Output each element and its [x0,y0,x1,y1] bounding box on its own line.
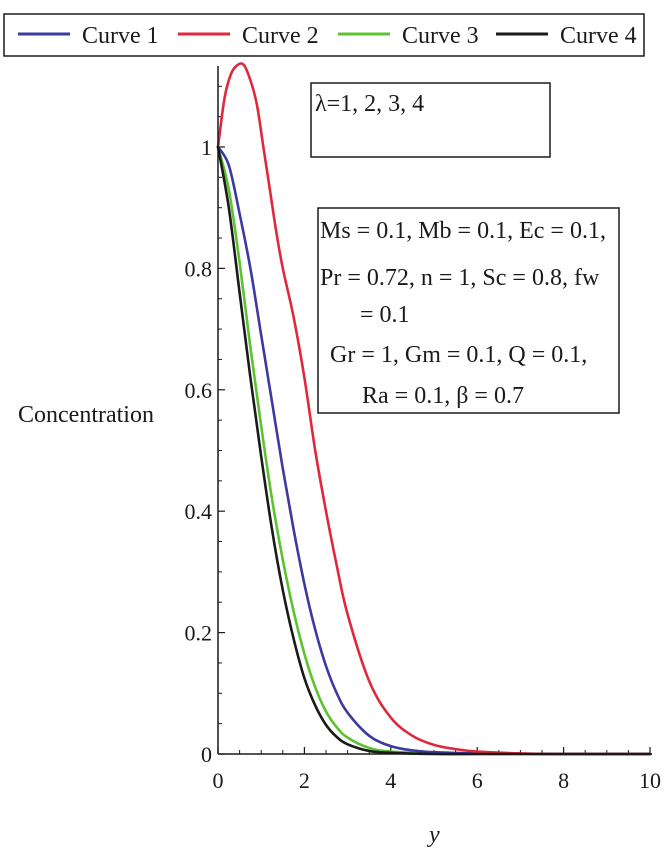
y-axis-title: Concentration [18,402,154,428]
legend-label-4: Curve 4 [560,23,637,49]
y-tick-label: 0.6 [185,378,213,403]
x-tick-label: 6 [472,768,483,793]
plot-area: 0 2 4 6 8 10 0 0.2 0.4 0.6 0.8 1 [185,62,661,793]
params-box [317,207,620,414]
params-annotation: Ms = 0.1, Mb = 0.1, Ec = 0.1, Pr = 0.72,… [317,207,620,414]
x-tick-label: 10 [639,768,661,793]
x-tick-label: 0 [213,768,224,793]
lambda-box [310,82,551,158]
x-tick-label: 2 [299,768,310,793]
x-tick-label: 8 [558,768,569,793]
legend-label-3: Curve 3 [402,23,479,49]
series-line-2 [216,62,652,756]
lambda-text: λ=1, 2, 3, 4 [315,91,424,117]
series-line-1 [216,145,652,756]
lambda-annotation: λ=1, 2, 3, 4 [310,82,551,158]
legend: Curve 1 Curve 2 Curve 3 Curve 4 [3,13,645,57]
y-tick-label: 0.2 [185,621,213,646]
x-tick-label: 4 [385,768,396,793]
legend-label-1: Curve 1 [82,23,159,49]
params-line-5: Ra = 0.1, β = 0.7 [362,383,524,409]
params-line-2: Pr = 0.72, n = 1, Sc = 0.8, fw [320,265,600,291]
y-tick-label: 0.4 [185,499,213,524]
params-line-1: Ms = 0.1, Mb = 0.1, Ec = 0.1, [320,218,606,244]
y-tick-label: 1 [201,135,212,160]
params-line-4: Gr = 1, Gm = 0.1, Q = 0.1, [330,342,587,368]
y-tick-label: 0.8 [185,256,213,281]
x-axis-title: y [427,822,440,848]
legend-label-2: Curve 2 [242,23,319,49]
y-tick-label: 0 [201,742,212,767]
params-line-3: = 0.1 [360,302,410,328]
